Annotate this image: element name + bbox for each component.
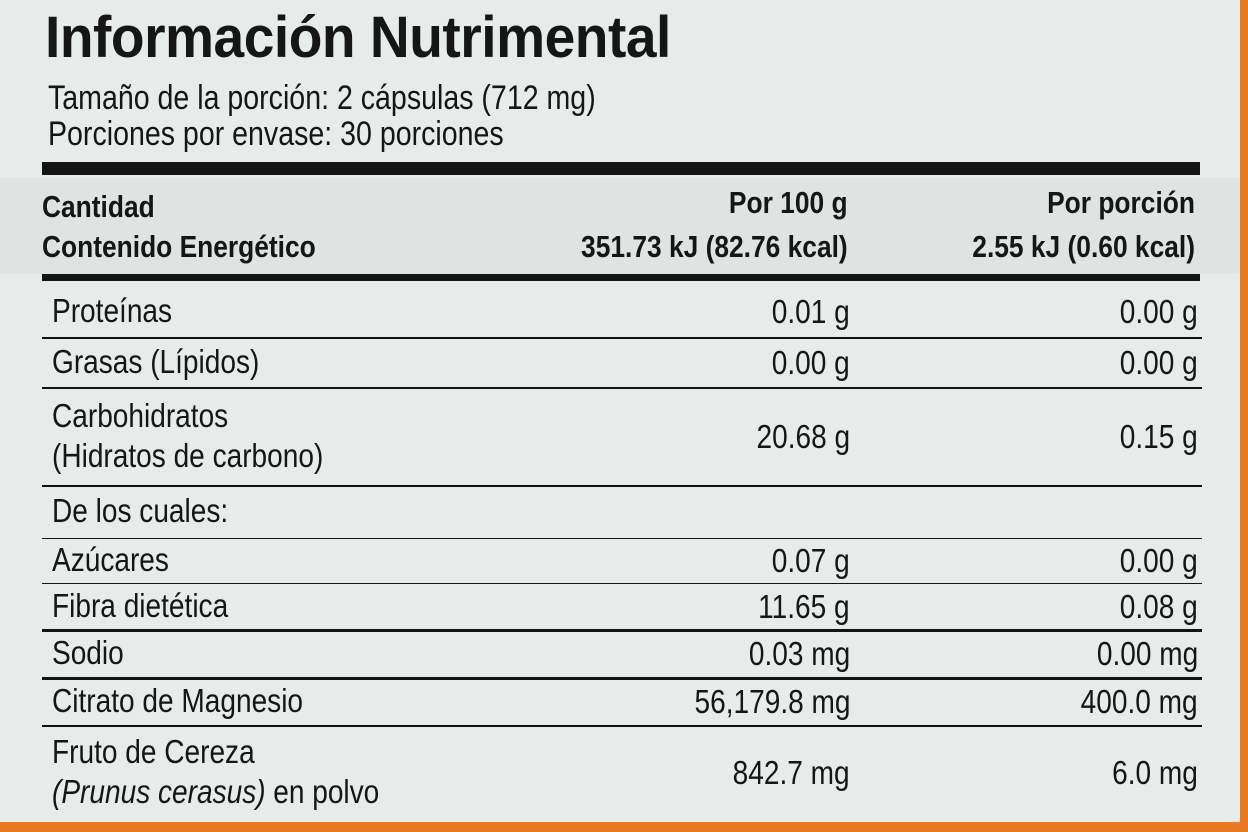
title: Información Nutrimental: [45, 5, 671, 70]
row-label: (Hidratos de carbono): [52, 437, 324, 474]
border: [1240, 0, 1248, 832]
value-per-serving: 0.00 g: [1120, 292, 1198, 330]
value-per-serving: 6.0 mg: [1112, 754, 1198, 791]
value-per-100g: 0.00 g: [772, 344, 850, 381]
row-label: Carbohidratos: [52, 397, 229, 434]
value-per-100g: 11.65 g: [758, 587, 850, 625]
row-label: De los cuales:: [52, 492, 229, 529]
value-per-serving: 0.00 g: [1120, 344, 1198, 381]
value-per-100g: 20.68 g: [756, 418, 850, 455]
value-per-serving: 0.15 g: [1120, 418, 1198, 455]
rule: [42, 337, 1202, 339]
serving-size: Tamaño de la porción: 2 cápsulas (712 mg…: [48, 79, 596, 117]
value-per-serving: 0.08 g: [1120, 587, 1198, 625]
label-italic: (Prunus cerasus): [52, 773, 266, 810]
rule: [42, 628, 1202, 632]
value-per-100g: 56,179.8 mg: [694, 683, 850, 720]
row-label: (Prunus cerasus) en polvo: [52, 773, 379, 811]
row-label: Azúcares: [52, 540, 169, 578]
row-label: Fruto de Cereza: [52, 733, 255, 770]
border: [0, 822, 1248, 832]
column-header: Cantidad: [42, 189, 155, 224]
value-per-100g: 0.03 mg: [748, 635, 850, 672]
row-label: Grasas (Lípidos): [52, 343, 260, 380]
value-per-100g: 842.7 mg: [733, 754, 850, 791]
row-label: Citrato de Magnesio: [52, 682, 304, 719]
rule: [42, 485, 1202, 487]
value-per-serving: 400.0 mg: [1081, 683, 1198, 720]
column-header: Por porción: [1047, 185, 1195, 220]
energy-value: 351.73 kJ (82.76 kcal): [581, 229, 848, 264]
energy-value: 2.55 kJ (0.60 kcal): [972, 229, 1195, 264]
rule: [42, 676, 1202, 680]
servings-per-container: Porciones por envase: 30 porciones: [48, 115, 504, 153]
rule: [42, 387, 1202, 389]
rule: [42, 537, 1202, 539]
value-per-100g: 0.01 g: [772, 292, 850, 330]
rule: [42, 582, 1202, 584]
header-band: [0, 178, 1248, 274]
value-per-serving: 0.00 mg: [1096, 635, 1198, 672]
row-label: Sodio: [52, 634, 124, 671]
rule: [42, 162, 1200, 175]
column-header: Por 100 g: [729, 185, 848, 220]
rule: [42, 274, 1200, 281]
energy-label: Contenido Energético: [42, 229, 316, 264]
row-label: Fibra dietética: [52, 586, 229, 624]
value-per-serving: 0.00 g: [1120, 541, 1198, 579]
row-label: Proteínas: [52, 291, 173, 329]
rule: [42, 725, 1202, 727]
label-text: en polvo: [273, 773, 380, 810]
value-per-100g: 0.07 g: [772, 541, 850, 579]
